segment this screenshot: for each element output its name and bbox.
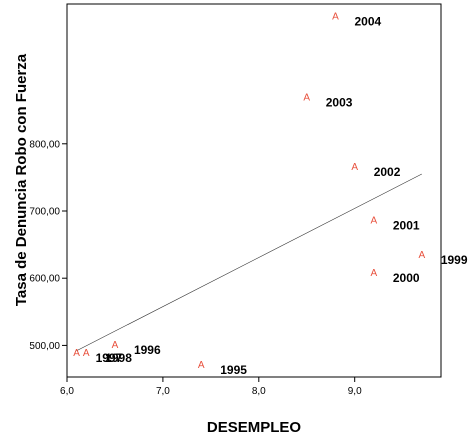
data-point-marker: A: [371, 216, 378, 227]
x-tick-label: 8,0: [252, 386, 266, 397]
data-point-label: 2004: [355, 14, 382, 28]
y-axis-title: Tasa de Denuncia Robo con Fuerza: [13, 53, 30, 306]
data-point-marker: A: [371, 268, 378, 279]
x-axis-title: DESEMPLEO: [207, 419, 302, 436]
data-point-label: 1995: [220, 363, 247, 377]
data-point-label: 1998: [105, 351, 132, 365]
x-axis: 6,0 7,0 8,0 9,0: [60, 377, 362, 397]
x-tick-label: 7,0: [156, 386, 170, 397]
x-tick-label: 9,0: [348, 386, 362, 397]
y-tick-label: 500,00: [29, 341, 60, 352]
data-point-label: 2000: [393, 271, 420, 285]
data-point-label: 2003: [326, 96, 353, 110]
data-point-marker: A: [332, 11, 339, 22]
y-tick-label: 600,00: [29, 274, 60, 285]
y-tick-label: 800,00: [29, 139, 60, 150]
data-point-marker: A: [351, 162, 358, 173]
data-point-marker: A: [112, 340, 119, 351]
data-point-label: 2001: [393, 219, 420, 233]
fit-line: [76, 173, 422, 352]
data-point-label: 2002: [374, 165, 401, 179]
data-point-label: 1999: [441, 253, 468, 267]
x-tick-label: 6,0: [60, 386, 74, 397]
y-tick-label: 700,00: [29, 206, 60, 217]
plot-frame: [66, 3, 442, 378]
data-point-marker: A: [83, 348, 90, 359]
y-axis: 500,00 600,00 700,00 800,00: [29, 139, 67, 352]
data-point-marker: A: [303, 93, 310, 104]
data-point-label: 1996: [134, 343, 161, 357]
data-point-marker: A: [198, 360, 205, 371]
data-point-label: 1997: [96, 351, 123, 365]
data-point-marker: A: [73, 348, 80, 359]
data-point-marker: A: [418, 250, 425, 261]
